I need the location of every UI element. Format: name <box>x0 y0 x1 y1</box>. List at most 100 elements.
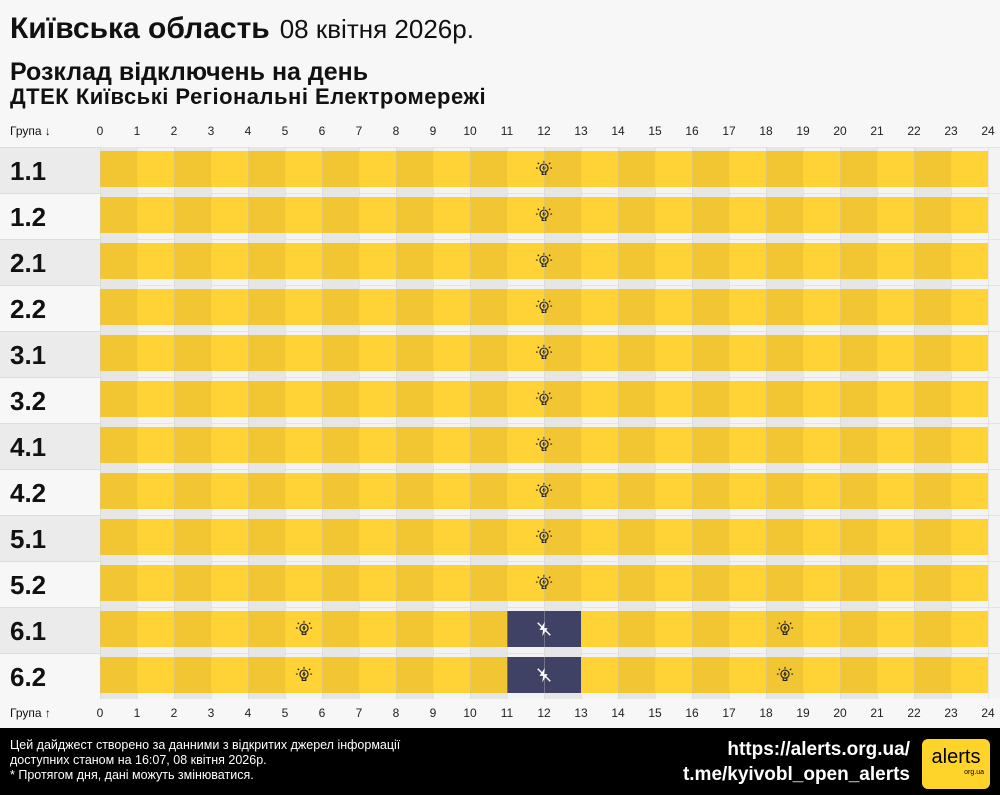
power-on-block <box>100 289 137 325</box>
hour-gridline <box>729 147 730 699</box>
power-on-block <box>914 519 951 555</box>
power-on-block <box>211 289 248 325</box>
power-on-block <box>840 381 877 417</box>
hour-gridline <box>544 147 545 699</box>
date-label: 08 квітня 2026р. <box>279 14 474 44</box>
lightbulb-icon <box>535 252 553 270</box>
power-on-block <box>100 335 137 371</box>
hour-gridline <box>396 147 397 699</box>
hour-tick-top: 16 <box>685 124 699 138</box>
power-on-block <box>174 243 211 279</box>
power-on-block <box>951 519 988 555</box>
power-on-block <box>396 381 433 417</box>
lightbulb-icon <box>776 666 794 684</box>
lightbulb-icon <box>535 298 553 316</box>
power-on-block <box>137 151 174 187</box>
hour-tick-bottom: 9 <box>429 706 437 720</box>
hour-tick-top: 5 <box>281 124 289 138</box>
alerts-logo: alerts org.ua <box>922 739 990 789</box>
power-on-block <box>507 381 544 417</box>
power-on-block <box>248 473 285 509</box>
note-line: * Протягом дня, дані можуть змінюватися. <box>10 768 254 782</box>
power-on-block <box>877 151 914 187</box>
website-link[interactable]: https://alerts.org.ua/ <box>727 739 910 760</box>
power-on-block <box>470 657 507 693</box>
power-on-block <box>951 611 988 647</box>
power-on-block <box>470 519 507 555</box>
power-on-block <box>137 289 174 325</box>
power-on-block <box>322 151 359 187</box>
power-on-block <box>766 565 803 601</box>
power-on-block <box>840 335 877 371</box>
power-on-block <box>433 565 470 601</box>
power-on-block <box>396 473 433 509</box>
power-on-block <box>877 381 914 417</box>
power-on-block <box>840 473 877 509</box>
power-on-block <box>655 381 692 417</box>
power-on-block <box>433 197 470 233</box>
lightbulb-icon <box>535 436 553 454</box>
hour-gridline <box>100 147 101 699</box>
power-on-block <box>211 151 248 187</box>
hour-tick-top: 2 <box>170 124 178 138</box>
power-on-block <box>692 473 729 509</box>
power-on-block <box>951 473 988 509</box>
power-on-block <box>211 427 248 463</box>
power-on-block <box>137 519 174 555</box>
power-on-block <box>211 335 248 371</box>
power-on-block <box>914 151 951 187</box>
power-on-block <box>766 473 803 509</box>
group-axis-label-bottom: Група ↑ <box>10 706 51 720</box>
hour-gridline <box>877 147 878 699</box>
hour-gridline <box>248 147 249 699</box>
power-on-block <box>914 611 951 647</box>
power-on-block <box>285 243 322 279</box>
power-on-block <box>470 335 507 371</box>
power-on-block <box>100 611 137 647</box>
power-on-block <box>470 565 507 601</box>
power-on-block <box>544 197 581 233</box>
power-on-block <box>803 335 840 371</box>
power-on-block <box>359 335 396 371</box>
power-on-block <box>581 289 618 325</box>
power-on-block <box>396 611 433 647</box>
power-on-block <box>803 657 840 693</box>
power-on-block <box>803 565 840 601</box>
group-label-1.2: 1.2 <box>0 193 100 239</box>
hour-gridline <box>359 147 360 699</box>
power-on-block <box>840 151 877 187</box>
power-on-block <box>544 565 581 601</box>
power-on-block <box>396 657 433 693</box>
power-on-block <box>359 243 396 279</box>
power-on-block <box>359 427 396 463</box>
hour-tick-bottom: 1 <box>133 706 141 720</box>
hour-tick-top: 17 <box>722 124 736 138</box>
hour-tick-bottom: 3 <box>207 706 215 720</box>
power-on-block <box>544 335 581 371</box>
power-on-block <box>433 473 470 509</box>
outage-block <box>507 611 544 647</box>
power-on-block <box>951 243 988 279</box>
hour-tick-bottom: 21 <box>870 706 884 720</box>
power-on-block <box>544 427 581 463</box>
power-on-block <box>692 519 729 555</box>
group-label-5.1: 5.1 <box>0 515 100 561</box>
outage-block <box>507 657 544 693</box>
power-on-block <box>433 289 470 325</box>
group-label-3.1: 3.1 <box>0 331 100 377</box>
power-on-block <box>877 243 914 279</box>
power-on-block <box>248 657 285 693</box>
power-on-block <box>433 243 470 279</box>
power-on-block <box>840 243 877 279</box>
power-on-block <box>359 151 396 187</box>
power-on-block <box>137 427 174 463</box>
power-on-block <box>951 657 988 693</box>
power-on-block <box>285 335 322 371</box>
power-on-block <box>470 289 507 325</box>
power-on-block <box>470 197 507 233</box>
power-on-block <box>507 427 544 463</box>
power-on-block <box>803 289 840 325</box>
power-on-block <box>359 611 396 647</box>
telegram-link[interactable]: t.me/kyivobl_open_alerts <box>682 764 910 785</box>
power-on-block <box>248 519 285 555</box>
